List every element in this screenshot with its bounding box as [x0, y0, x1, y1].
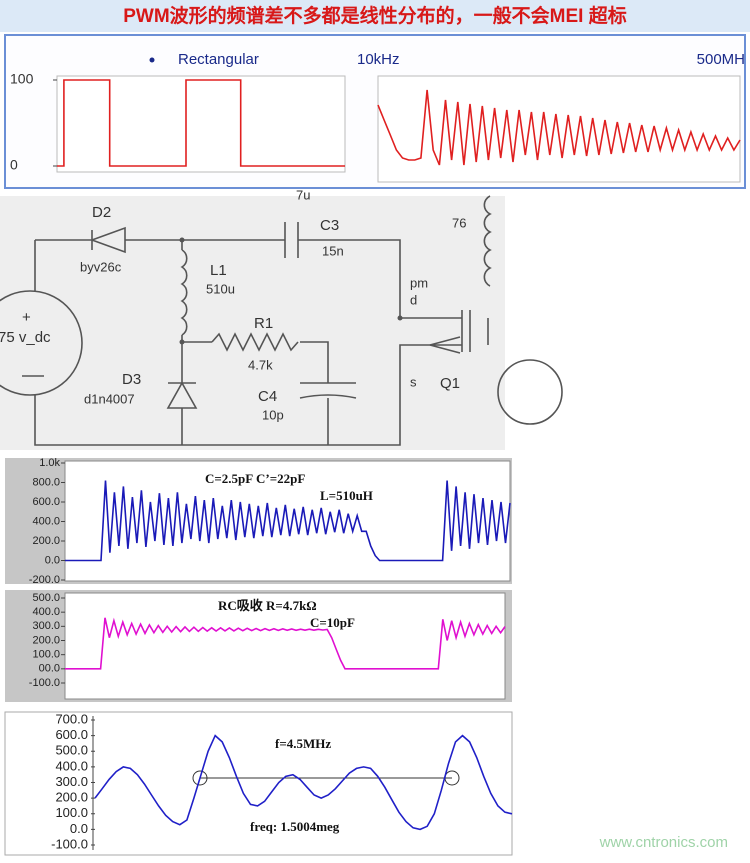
y-tick-label: 200.0	[32, 535, 60, 547]
r1-value: 4.7k	[248, 357, 273, 372]
circuit: + 75 v_dc D2 byv26c C3 15n L1 510u R1 4.…	[0, 187, 563, 450]
data-line	[65, 480, 511, 562]
y-tick-label: -100.0	[29, 677, 60, 689]
l1-name: L1	[210, 262, 227, 279]
data-line	[57, 79, 345, 167]
y-tick-label: -200.0	[29, 574, 60, 586]
data-line	[377, 89, 741, 166]
r1-name: R1	[254, 315, 273, 332]
q1-drain: d	[410, 292, 417, 307]
capacitor-c4	[299, 382, 357, 399]
y-tick-label: 700.0	[55, 711, 88, 726]
q1-name: Q1	[440, 375, 460, 392]
y-tick-label: 100	[10, 71, 34, 87]
y-tick-label: 300.0	[32, 620, 60, 632]
watermark: www.cntronics.com	[599, 834, 728, 851]
y-tick-label: 800.0	[32, 476, 60, 488]
lp-top: 7u	[296, 187, 310, 202]
node	[179, 339, 185, 345]
marker-end	[192, 770, 208, 786]
c4-value: 10p	[262, 407, 284, 422]
annotation: C=2.5pF C’=22pF	[205, 471, 305, 486]
y-tick-label: 400.0	[32, 606, 60, 618]
y-tick-label: 100.0	[55, 805, 88, 820]
y-tick-label: 00.0	[39, 663, 60, 675]
annotation: L=510uH	[320, 488, 373, 503]
capacitor-c3	[284, 222, 299, 258]
y-tick-label: 600.0	[55, 727, 88, 742]
circuit-bg	[0, 196, 505, 450]
legend-marker	[149, 57, 155, 63]
node	[397, 315, 403, 321]
x-range-start: 10kHz	[357, 51, 400, 68]
y-tick-label: 400.0	[55, 758, 88, 773]
annotation: C=10pF	[310, 615, 355, 630]
x-range-end: 500MH	[697, 51, 745, 68]
y-tick-label: 0.0	[45, 554, 60, 566]
y-tick-label: 500.0	[55, 743, 88, 758]
banner	[0, 0, 750, 32]
y-tick-label: 0.0	[70, 821, 88, 836]
wave-panel-3	[4, 711, 513, 856]
freq-plot-area	[377, 75, 741, 183]
y-tick-label: 0	[10, 157, 18, 173]
y-tick-label: 400.0	[32, 515, 60, 527]
c4-name: C4	[258, 388, 277, 405]
mosfet-arrow	[429, 336, 461, 354]
d3-name: D3	[122, 371, 141, 388]
banner-title: PWM波形的频谱差不多都是线性分布的，一般不会MEI 超标	[123, 4, 627, 27]
wires	[34, 239, 489, 446]
diode-d2	[89, 226, 126, 254]
d2-name: D2	[92, 204, 111, 221]
source-value: 75 v_dc	[0, 329, 51, 346]
d3-part: d1n4007	[84, 391, 135, 406]
y-tick-label: 300.0	[55, 774, 88, 789]
source-circle	[0, 290, 83, 396]
source-plus: +	[22, 309, 31, 326]
wave-plot-2	[64, 592, 506, 700]
q1-source: s	[410, 374, 417, 389]
q1-net: pm	[410, 275, 428, 290]
right-circle	[497, 359, 563, 425]
y-tick-label: -100.0	[51, 836, 88, 851]
annotation: f=4.5MHz	[275, 736, 331, 751]
l1-value: 510u	[206, 281, 235, 296]
annotation: RC吸收 R=4.7kΩ	[218, 598, 317, 613]
time-plot-area	[56, 75, 346, 173]
diode-d3	[166, 381, 198, 409]
d2-part: byv26c	[80, 259, 122, 274]
y-tick-label: 200.0	[32, 634, 60, 646]
data-line	[94, 734, 513, 831]
y-tick-label: 100.0	[32, 649, 60, 661]
y-tick-label: 1.0k	[39, 457, 60, 469]
c3-value: 15n	[322, 243, 344, 258]
data-line	[65, 617, 506, 670]
inductor-lp	[483, 195, 492, 287]
c3-name: C3	[320, 217, 339, 234]
y-tick-label: 600.0	[32, 496, 60, 508]
annotation: freq: 1.5004meg	[250, 819, 340, 834]
inductor-l1	[180, 249, 188, 336]
lp-value: 76	[452, 215, 466, 230]
resistor-r1	[211, 332, 299, 352]
y-tick-label: 500.0	[32, 592, 60, 604]
legend-label: Rectangular	[178, 51, 259, 68]
y-tick-label: 200.0	[55, 790, 88, 805]
node	[179, 237, 185, 243]
